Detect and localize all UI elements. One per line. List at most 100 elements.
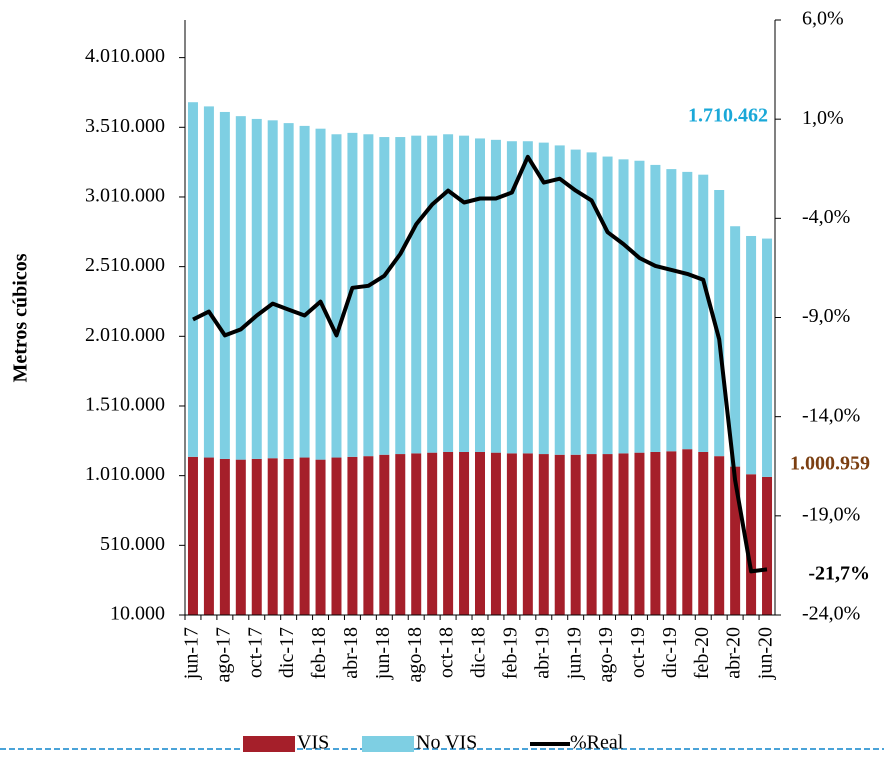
bar <box>666 451 677 615</box>
y-tick-label: 3.510.000 <box>85 115 165 137</box>
bar <box>363 456 374 615</box>
bar <box>379 137 390 455</box>
x-tick-label: jun-20 <box>755 627 777 680</box>
bar <box>714 456 725 615</box>
y-tick-label: 10.000 <box>110 603 165 625</box>
bar <box>586 152 597 455</box>
legend-swatch <box>362 736 414 752</box>
x-tick-label: dic-19 <box>659 627 681 678</box>
bar <box>219 111 230 459</box>
legend-swatch <box>243 736 295 752</box>
legend-label: %Real <box>570 732 624 754</box>
bar <box>762 476 773 615</box>
bar <box>602 156 613 455</box>
bar <box>634 452 645 615</box>
x-tick-label: ago-17 <box>212 627 234 683</box>
bar <box>347 456 358 615</box>
bar <box>283 123 294 459</box>
x-tick-label: dic-18 <box>468 627 490 678</box>
bar <box>746 235 757 475</box>
bar <box>443 134 454 452</box>
bar <box>698 174 709 452</box>
bar <box>650 451 661 615</box>
bar <box>459 135 470 452</box>
bar <box>459 451 470 615</box>
bar <box>746 474 757 615</box>
bar <box>411 135 422 454</box>
bar <box>714 190 725 457</box>
bar <box>411 453 422 615</box>
x-tick-label: jun-18 <box>372 627 394 680</box>
y2-tick-label: -9,0% <box>802 305 850 327</box>
bar <box>235 459 246 615</box>
x-tick-label: feb-19 <box>499 627 521 679</box>
bar <box>554 145 565 455</box>
bar <box>762 238 773 477</box>
x-tick-label: jun-17 <box>181 627 203 680</box>
bar <box>219 458 230 615</box>
value-label: 1.000.959 <box>790 453 870 475</box>
bar <box>187 456 198 615</box>
bar <box>490 139 501 453</box>
bar <box>538 142 549 455</box>
legend-label: VIS <box>297 732 329 754</box>
bar <box>554 454 565 615</box>
bar <box>395 454 406 615</box>
x-tick-label: feb-20 <box>691 627 713 679</box>
bar <box>203 457 214 615</box>
x-tick-label: abr-20 <box>723 627 745 679</box>
bar <box>379 454 390 615</box>
y-axis-title: Metros cúbicos <box>10 253 32 382</box>
bar <box>730 466 741 615</box>
bar <box>666 169 677 452</box>
bar <box>331 134 342 458</box>
x-tick-label: dic-17 <box>276 627 298 678</box>
bar <box>363 134 374 457</box>
bar <box>570 454 581 615</box>
x-tick-label: ago-18 <box>404 627 426 683</box>
bar <box>698 451 709 615</box>
bar <box>586 454 597 615</box>
y-tick-label: 1.510.000 <box>85 394 165 416</box>
y-tick-label: 2.510.000 <box>85 254 165 276</box>
bar <box>618 159 629 454</box>
x-tick-label: abr-19 <box>531 627 553 679</box>
bar <box>490 452 501 615</box>
bar <box>475 138 485 452</box>
bar <box>299 125 310 458</box>
value-label: 1.710.462 <box>688 105 768 127</box>
y-tick-label: 3.010.000 <box>85 185 165 207</box>
bar <box>315 459 326 615</box>
x-tick-label: oct-19 <box>627 627 649 678</box>
bar <box>283 458 294 615</box>
bar <box>267 458 278 615</box>
bar <box>251 118 262 459</box>
y-tick-label: 4.010.000 <box>85 45 165 67</box>
bar <box>443 451 454 615</box>
value-label: -21,7% <box>808 563 870 585</box>
bar <box>682 171 693 450</box>
bar <box>299 457 310 615</box>
bar <box>602 454 613 615</box>
bar <box>682 449 693 615</box>
x-tick-label: jun-19 <box>563 627 585 680</box>
y-tick-label: 2.010.000 <box>85 324 165 346</box>
bar <box>395 137 406 455</box>
x-tick-label: oct-17 <box>244 627 266 678</box>
bar <box>650 164 661 452</box>
line <box>192 154 768 574</box>
y2-tick-label: -4,0% <box>802 206 850 228</box>
bar <box>251 458 262 615</box>
bar <box>427 135 438 453</box>
bar <box>235 116 246 460</box>
bar <box>506 141 517 454</box>
bar <box>522 141 533 454</box>
bar <box>618 453 629 615</box>
bar <box>315 128 326 460</box>
bar <box>427 452 438 615</box>
bar <box>267 120 278 459</box>
y-tick-label: 510.000 <box>100 533 165 555</box>
x-tick-label: ago-19 <box>595 627 617 683</box>
bar <box>522 453 533 615</box>
